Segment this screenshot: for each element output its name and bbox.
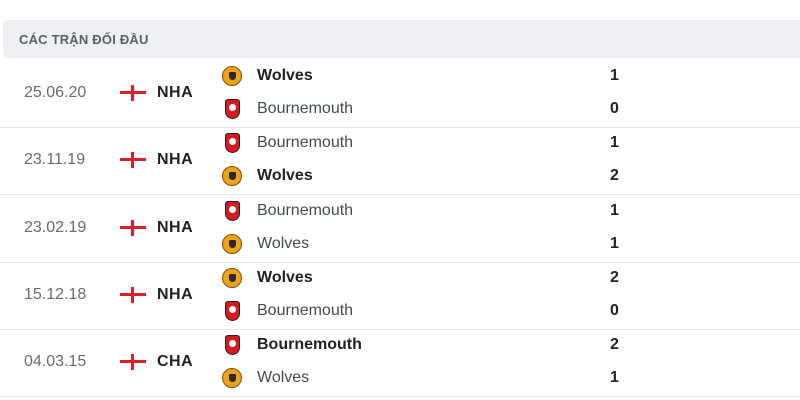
wolves-logo-icon xyxy=(222,166,242,187)
competition-label: NHA xyxy=(157,218,194,236)
england-flag-icon xyxy=(120,152,146,169)
team-name: Wolves xyxy=(257,167,313,185)
team-line: Bournemouth 0 xyxy=(222,300,722,323)
team-score: 0 xyxy=(610,301,619,319)
competition-label: NHA xyxy=(157,84,194,101)
match-date: 04.03.15 xyxy=(24,353,87,371)
england-flag-icon xyxy=(120,354,146,371)
team-name: Wolves xyxy=(257,67,313,84)
match-date: 15.12.18 xyxy=(24,285,87,303)
match-row[interactable]: 23.02.19 NHA Bournemouth 1 Wolves 1 xyxy=(0,195,800,263)
team-score: 1 xyxy=(610,234,619,252)
team-score: 0 xyxy=(610,100,619,117)
team-line: Bournemouth 1 xyxy=(222,200,722,223)
team-name: Bournemouth xyxy=(257,201,354,219)
team-line: Wolves 1 xyxy=(222,66,722,88)
wolves-logo-icon xyxy=(222,233,242,254)
team-name: Bournemouth xyxy=(257,301,354,319)
team-score: 1 xyxy=(610,201,619,219)
match-row[interactable]: 15.12.18 NHA Wolves 2 Bournemouth 0 xyxy=(0,262,800,330)
competition-label: CHA xyxy=(157,353,194,371)
team-line: Wolves 1 xyxy=(222,368,722,390)
section-title: CÁC TRẬN ĐỐI ĐẦU xyxy=(19,32,149,47)
team-score: 1 xyxy=(610,369,619,387)
team-line: Bournemouth 1 xyxy=(222,133,722,155)
match-date: 23.11.19 xyxy=(24,151,86,169)
team-name: Wolves xyxy=(257,268,313,286)
team-score: 1 xyxy=(610,134,619,152)
team-name: Wolves xyxy=(257,234,310,252)
wolves-logo-icon xyxy=(222,267,242,288)
competition-label: NHA xyxy=(157,151,194,169)
match-row[interactable]: 25.06.20 NHA Wolves 1 Bournemouth 0 xyxy=(0,60,800,128)
team-name: Bournemouth xyxy=(257,336,362,354)
team-score: 2 xyxy=(610,268,619,286)
team-line: Wolves 2 xyxy=(222,166,722,188)
bournemouth-logo-icon xyxy=(225,335,240,356)
team-line: Wolves 2 xyxy=(222,267,722,290)
bournemouth-logo-icon xyxy=(225,99,240,119)
bournemouth-logo-icon xyxy=(225,300,240,321)
team-line: Wolves 1 xyxy=(222,233,722,256)
bournemouth-logo-icon xyxy=(225,133,240,154)
team-name: Bournemouth xyxy=(257,134,354,152)
team-score: 2 xyxy=(610,336,619,354)
team-score: 2 xyxy=(610,167,619,185)
england-flag-icon xyxy=(120,219,146,236)
bournemouth-logo-icon xyxy=(225,200,240,221)
match-date: 25.06.20 xyxy=(24,84,87,101)
england-flag-icon xyxy=(120,85,146,101)
match-row[interactable]: 23.11.19 NHA Bournemouth 1 Wolves 2 xyxy=(0,127,800,196)
team-name: Bournemouth xyxy=(257,100,354,117)
competition-label: NHA xyxy=(157,285,194,303)
match-date: 23.02.19 xyxy=(24,218,87,236)
team-line: Bournemouth 0 xyxy=(222,99,722,121)
team-score: 1 xyxy=(610,67,619,84)
wolves-logo-icon xyxy=(222,66,242,86)
team-name: Wolves xyxy=(257,369,310,387)
england-flag-icon xyxy=(120,286,146,303)
wolves-logo-icon xyxy=(222,368,242,389)
section-header: CÁC TRẬN ĐỐI ĐẦU xyxy=(3,20,800,58)
team-line: Bournemouth 2 xyxy=(222,335,722,357)
match-row[interactable]: 04.03.15 CHA Bournemouth 2 Wolves 1 xyxy=(0,329,800,398)
